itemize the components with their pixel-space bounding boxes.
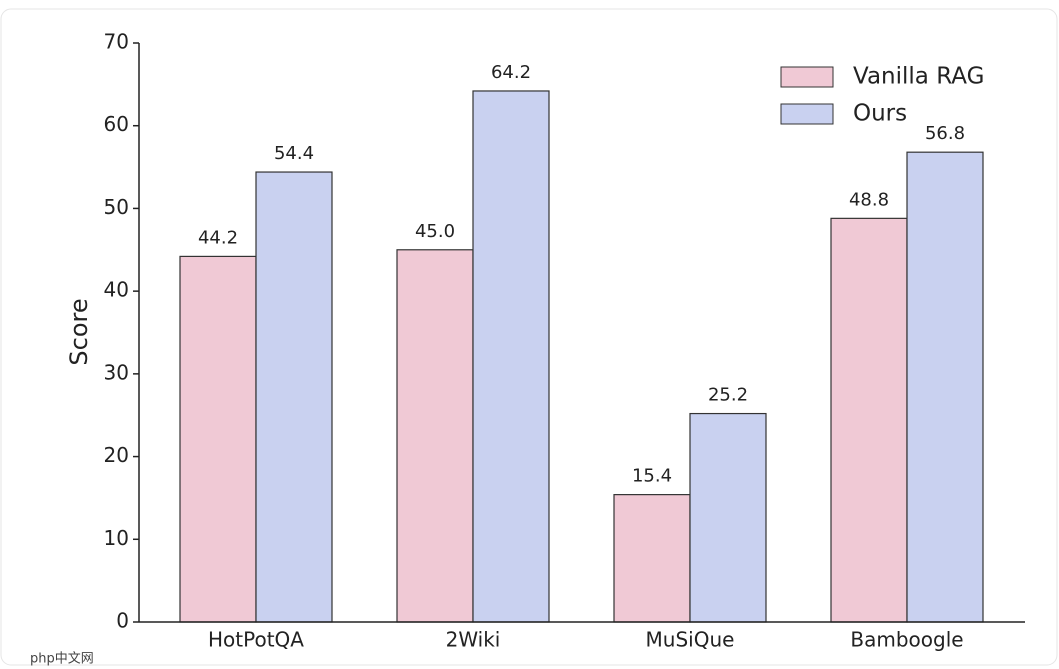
bar: [613, 494, 691, 623]
x-tick-label: Bamboogle: [850, 628, 963, 652]
y-tick-label: 70: [104, 30, 129, 54]
bar: [179, 255, 257, 623]
y-axis-label: Score: [65, 298, 93, 365]
value-label: 64.2: [491, 62, 531, 83]
bar: [906, 151, 984, 623]
y-tick-label: 50: [104, 195, 129, 219]
value-label: 25.2: [708, 385, 748, 406]
value-label: 48.8: [849, 189, 889, 210]
value-label: 54.4: [274, 143, 314, 164]
y-tick-label: 30: [104, 360, 129, 384]
value-label: 45.0: [415, 221, 455, 242]
x-tick-label: HotPotQA: [208, 628, 304, 652]
watermark: php中文网: [30, 652, 94, 667]
bar: [689, 412, 767, 623]
y-tick-label: 0: [116, 609, 129, 633]
x-tick-label: MuSiQue: [646, 628, 735, 652]
bar: [255, 171, 333, 623]
value-label: 15.4: [632, 466, 672, 487]
y-tick-label: 20: [104, 443, 129, 467]
bar: [830, 217, 908, 623]
y-tick-label: 60: [104, 112, 129, 136]
value-label: 44.2: [198, 227, 238, 248]
bar: [396, 249, 474, 623]
y-tick-label: 10: [104, 526, 129, 550]
legend-label: Ours: [853, 101, 907, 127]
legend-label: Vanilla RAG: [853, 64, 984, 90]
value-label: 56.8: [925, 123, 965, 144]
legend-swatch: [780, 66, 834, 88]
legend-swatch: [780, 103, 834, 125]
bar: [472, 90, 550, 623]
x-tick-label: 2Wiki: [446, 628, 501, 652]
y-tick-label: 40: [104, 278, 129, 302]
